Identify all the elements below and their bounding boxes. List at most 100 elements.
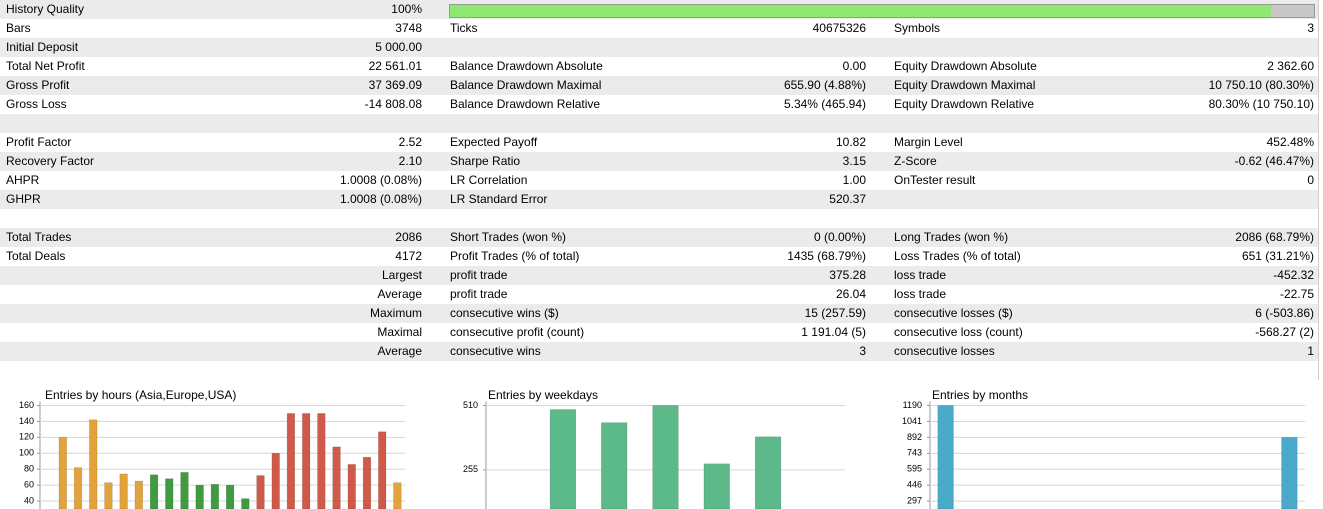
- bar: [393, 482, 402, 509]
- chart-title: Entries by weekdays: [488, 388, 598, 402]
- metric-value: 6 (-503.86): [1255, 306, 1314, 320]
- metric-value: 10 750.10 (80.30%): [1208, 78, 1314, 92]
- metric-label: Sharpe Ratio: [450, 154, 521, 168]
- table-row: Profit Factor 2.52 Expected Payoff 10.82 Mar…: [0, 133, 1318, 152]
- bar: [378, 431, 387, 509]
- table-row: Gross Profit 37 369.09 Balance Drawdown Ma…: [0, 76, 1318, 95]
- bar: [58, 437, 67, 509]
- metric-label: Equity Drawdown Absolute: [894, 59, 1037, 73]
- table-row: Maximum consecutive wins ($) 15 (257.59) co…: [0, 304, 1318, 323]
- metric-label: consecutive losses ($): [894, 306, 1013, 320]
- metric-label: Ticks: [450, 21, 478, 35]
- metric-value: 15 (257.59): [804, 306, 866, 320]
- metric-value: -14 808.08: [364, 97, 422, 111]
- table-edge: [1318, 0, 1319, 380]
- metric-label: Profit Trades (% of total): [450, 249, 580, 263]
- metric-label: Equity Drawdown Maximal: [894, 78, 1036, 92]
- bar: [134, 480, 143, 509]
- metric-value: Average: [377, 287, 422, 301]
- bar: [195, 484, 204, 509]
- metric-value: 655.90 (4.88%): [783, 78, 866, 92]
- metric-label: Total Deals: [6, 249, 66, 263]
- metric-value: Largest: [381, 268, 422, 282]
- y-tick-label: 446: [907, 480, 922, 490]
- bar: [549, 409, 577, 509]
- metric-value: 5 000.00: [375, 40, 422, 54]
- table-row: [0, 114, 1318, 133]
- bar: [165, 478, 174, 509]
- bar: [347, 464, 356, 509]
- bar: [703, 463, 730, 509]
- metric-value: 2086 (68.79%): [1235, 230, 1314, 244]
- y-tick-label: 120: [19, 432, 34, 442]
- bar: [286, 413, 296, 509]
- quality-bar-track: [449, 4, 1315, 18]
- chart-title: Entries by months: [932, 388, 1028, 402]
- table-row: Largest profit trade 375.28 loss trade -452.…: [0, 266, 1318, 285]
- metric-value: 1.00: [842, 173, 866, 187]
- metric-label: profit trade: [450, 287, 508, 301]
- table-row: Initial Deposit 5 000.00: [0, 38, 1318, 57]
- y-tick-label: 100: [19, 448, 34, 458]
- metric-label: Balance Drawdown Maximal: [450, 78, 602, 92]
- metric-label: Total Net Profit: [6, 59, 85, 73]
- metric-value: Average: [377, 344, 422, 358]
- bar: [601, 422, 628, 509]
- chart-title: Entries by hours (Asia,Europe,USA): [45, 388, 236, 402]
- metric-value: 0 (0.00%): [813, 230, 866, 244]
- bar: [652, 405, 679, 509]
- table-row: Average consecutive wins 3 consecutive loss…: [0, 342, 1318, 361]
- y-tick-label: 140: [19, 416, 34, 426]
- metric-label: Expected Payoff: [450, 135, 538, 149]
- metric-value: 0.00: [842, 59, 866, 73]
- metric-label: Symbols: [894, 21, 941, 35]
- y-tick-label: 1041: [902, 416, 922, 426]
- bar: [1281, 437, 1298, 509]
- metric-label: History Quality: [6, 2, 85, 16]
- metric-label: loss trade: [894, 268, 947, 282]
- table-row: History Quality 100%: [0, 0, 1318, 19]
- metric-label: consecutive losses: [894, 344, 995, 358]
- table-row: Total Trades 2086 Short Trades (won %) 0 (0…: [0, 228, 1318, 247]
- metric-label: LR Correlation: [450, 173, 528, 187]
- metric-label: profit trade: [450, 268, 508, 282]
- metric-value: 1435 (68.79%): [787, 249, 866, 263]
- metric-value: 651 (31.21%): [1241, 249, 1314, 263]
- y-tick-label: 80: [24, 464, 34, 474]
- metric-label: AHPR: [6, 173, 40, 187]
- bar: [226, 484, 235, 509]
- metric-label: consecutive loss (count): [894, 325, 1023, 339]
- y-tick-label: 510: [463, 400, 478, 410]
- bar: [149, 474, 159, 509]
- bar: [241, 498, 250, 509]
- metric-value: -22.75: [1279, 287, 1314, 301]
- metric-label: Initial Deposit: [6, 40, 79, 54]
- metric-label: Equity Drawdown Relative: [894, 97, 1035, 111]
- metric-label: Gross Profit: [6, 78, 70, 92]
- metric-label: LR Standard Error: [450, 192, 548, 206]
- metric-value: 3: [1307, 21, 1314, 35]
- metric-label: Balance Drawdown Relative: [450, 97, 601, 111]
- bar: [302, 413, 311, 509]
- metric-value: 26.04: [835, 287, 866, 301]
- metric-value: 0: [1307, 173, 1314, 187]
- metric-label: Total Trades: [6, 230, 72, 244]
- quality-bar: [450, 5, 1271, 17]
- bar: [119, 473, 128, 509]
- metric-value: 5.34% (465.94): [783, 97, 866, 111]
- metric-label: Profit Factor: [6, 135, 72, 149]
- metric-label: loss trade: [894, 287, 947, 301]
- metric-value: Maximum: [369, 306, 422, 320]
- metric-value: 1 191.04 (5): [801, 325, 866, 339]
- y-tick-label: 743: [907, 448, 922, 458]
- y-tick-label: 60: [24, 479, 34, 489]
- metric-value: 452.48%: [1266, 135, 1314, 149]
- metric-value: 3: [859, 344, 866, 358]
- metric-value: 520.37: [829, 192, 866, 206]
- metric-value: 375.28: [829, 268, 866, 282]
- metric-value: -452.32: [1273, 268, 1314, 282]
- metric-label: Recovery Factor: [6, 154, 95, 168]
- y-tick-label: 892: [907, 432, 922, 442]
- metric-value: 100%: [391, 2, 422, 16]
